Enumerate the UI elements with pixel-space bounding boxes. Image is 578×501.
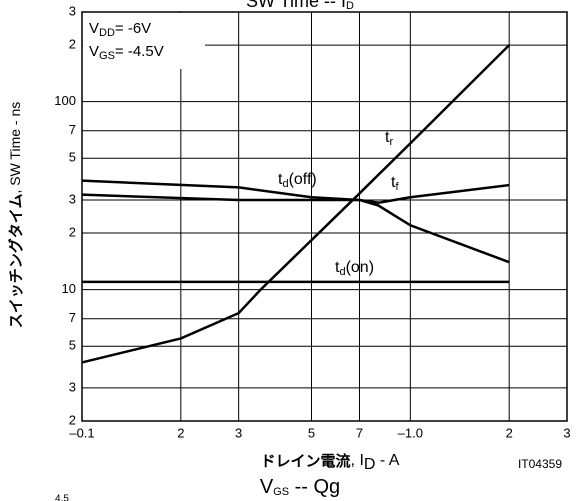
annotation-part: V xyxy=(89,20,99,37)
x-tick-label: 2 xyxy=(506,425,513,440)
x-axis-label-part: - A xyxy=(375,452,399,469)
annotation-box xyxy=(83,13,205,69)
series-label-part: f xyxy=(395,181,399,193)
series-label-part: t xyxy=(278,171,283,188)
y-tick-label: 2 xyxy=(69,412,76,427)
chart-title: SW Time -- ID xyxy=(246,0,354,12)
y-tick-label: 2 xyxy=(69,37,76,52)
x-axis-label-part: D xyxy=(364,456,376,473)
next-chart-title-part: -- Qg xyxy=(289,476,340,498)
y-axis-label: スイッチングタイム, SW Time - ns xyxy=(7,102,25,329)
annotation-part: V xyxy=(89,43,99,60)
series-label-part: t xyxy=(335,259,340,276)
y-tick-label: 7 xyxy=(69,310,76,325)
annotation-part: DD xyxy=(99,27,115,39)
annotation-part: = -4.5V xyxy=(115,43,164,60)
series-line xyxy=(81,183,510,204)
series-label-part: r xyxy=(389,136,393,148)
series-label-part: d xyxy=(282,178,288,190)
next-chart-title-part: GS xyxy=(273,486,289,498)
y-tick-label: 3 xyxy=(69,191,76,206)
x-tick-label: –0.1 xyxy=(69,425,94,440)
y-axis-label-jp: スイッチングタイム xyxy=(7,194,25,329)
x-axis-label-part: , I xyxy=(351,452,364,469)
x-axis-label-jp: ドレイン電流 xyxy=(261,452,351,470)
annotation: VGS= -4.5V xyxy=(89,43,164,62)
annotation: VDD= -6V xyxy=(89,20,151,39)
x-axis-label: ドレイン電流, ID - A xyxy=(261,452,400,474)
series-line xyxy=(81,44,511,364)
series-label: td(off) xyxy=(278,171,317,190)
y-tick-label: 10 xyxy=(62,281,76,296)
plot-frame xyxy=(81,11,568,422)
x-tick-label: 5 xyxy=(308,425,315,440)
cut-label: 4.5 xyxy=(55,494,69,501)
chart-title-part: SW Time -- I xyxy=(246,0,346,11)
y-tick-label: 7 xyxy=(69,122,76,137)
y-axis-label-part: , SW Time - ns xyxy=(7,102,23,194)
y-tick-label: 5 xyxy=(69,150,76,165)
plot-area xyxy=(82,12,567,421)
series-label-part: t xyxy=(391,174,396,191)
x-tick-label: 2 xyxy=(177,425,184,440)
x-tick-label: 7 xyxy=(356,425,363,440)
x-tick-label: 3 xyxy=(235,425,242,440)
series-label-part: t xyxy=(385,129,390,146)
y-tick-label: 5 xyxy=(69,338,76,353)
series-label-part: (off) xyxy=(289,171,317,188)
series-label: td(on) xyxy=(335,259,374,278)
chart-title-part: D xyxy=(346,0,354,12)
x-tick-label: 3 xyxy=(563,425,570,440)
y-tick-label: 3 xyxy=(69,379,76,394)
next-chart-title-part: V xyxy=(260,476,274,498)
x-tick-label: –1.0 xyxy=(398,425,423,440)
series-label: tr xyxy=(385,129,393,148)
y-tick-label: 3 xyxy=(69,3,76,18)
series-label-part: d xyxy=(339,266,345,278)
series-label: tf xyxy=(391,174,399,193)
y-tick-label: 2 xyxy=(69,224,76,239)
annotation-part: GS xyxy=(99,50,115,62)
next-chart-title: VGS -- Qg xyxy=(260,476,340,498)
figure-code: IT04359 xyxy=(518,457,562,471)
annotation-part: = -6V xyxy=(115,20,151,37)
y-tick-label: 100 xyxy=(54,93,76,108)
series-label-part: (on) xyxy=(346,259,374,276)
